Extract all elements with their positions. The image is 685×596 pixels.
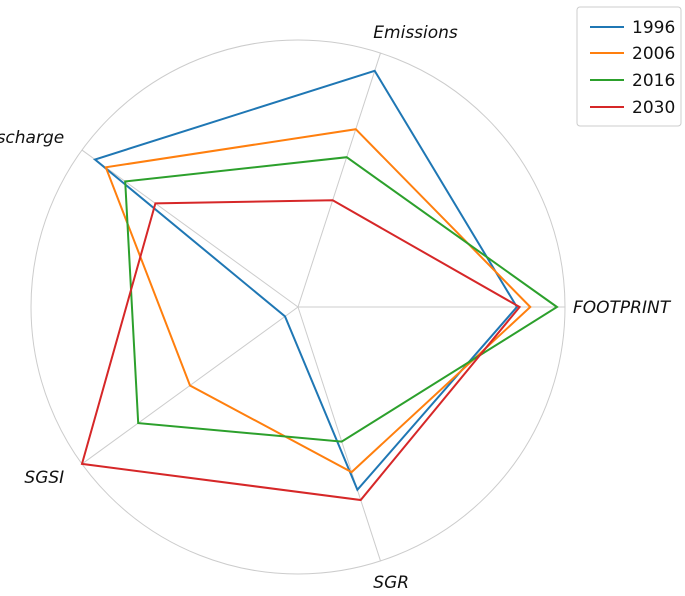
grid-spoke-discharge bbox=[81, 149, 299, 308]
grid-spoke-sgr bbox=[297, 306, 381, 562]
legend-label-2016: 2016 bbox=[632, 71, 675, 91]
grid bbox=[30, 39, 566, 575]
grid-spoke-emissions bbox=[297, 52, 381, 308]
legend-entry-1996: 1996 bbox=[590, 18, 675, 38]
series-1996 bbox=[92, 69, 519, 492]
series-2006 bbox=[104, 128, 532, 474]
series-layer bbox=[80, 69, 559, 502]
legend-label-2030: 2030 bbox=[632, 98, 675, 118]
axis-label-emissions: Emissions bbox=[373, 23, 458, 43]
legend: 1996 2006 2016 2030 bbox=[576, 6, 682, 127]
legend-entry-2030: 2030 bbox=[590, 98, 675, 118]
series-2030 bbox=[80, 199, 522, 502]
axis-label-sgsi: SGSI bbox=[24, 468, 64, 488]
series-2016 bbox=[124, 156, 559, 443]
legend-label-2006: 2006 bbox=[632, 44, 675, 64]
legend-label-1996: 1996 bbox=[632, 18, 675, 38]
legend-entry-2006: 2006 bbox=[590, 44, 675, 64]
axis-labels: FOOTPRINT Emissions Discharge SGSI SGR bbox=[0, 23, 672, 593]
axis-label-sgr: SGR bbox=[373, 573, 409, 593]
axis-label-discharge: Discharge bbox=[0, 128, 64, 148]
axis-label-footprint: FOOTPRINT bbox=[573, 298, 672, 318]
legend-box bbox=[576, 6, 682, 127]
legend-entry-2016: 2016 bbox=[590, 71, 675, 91]
